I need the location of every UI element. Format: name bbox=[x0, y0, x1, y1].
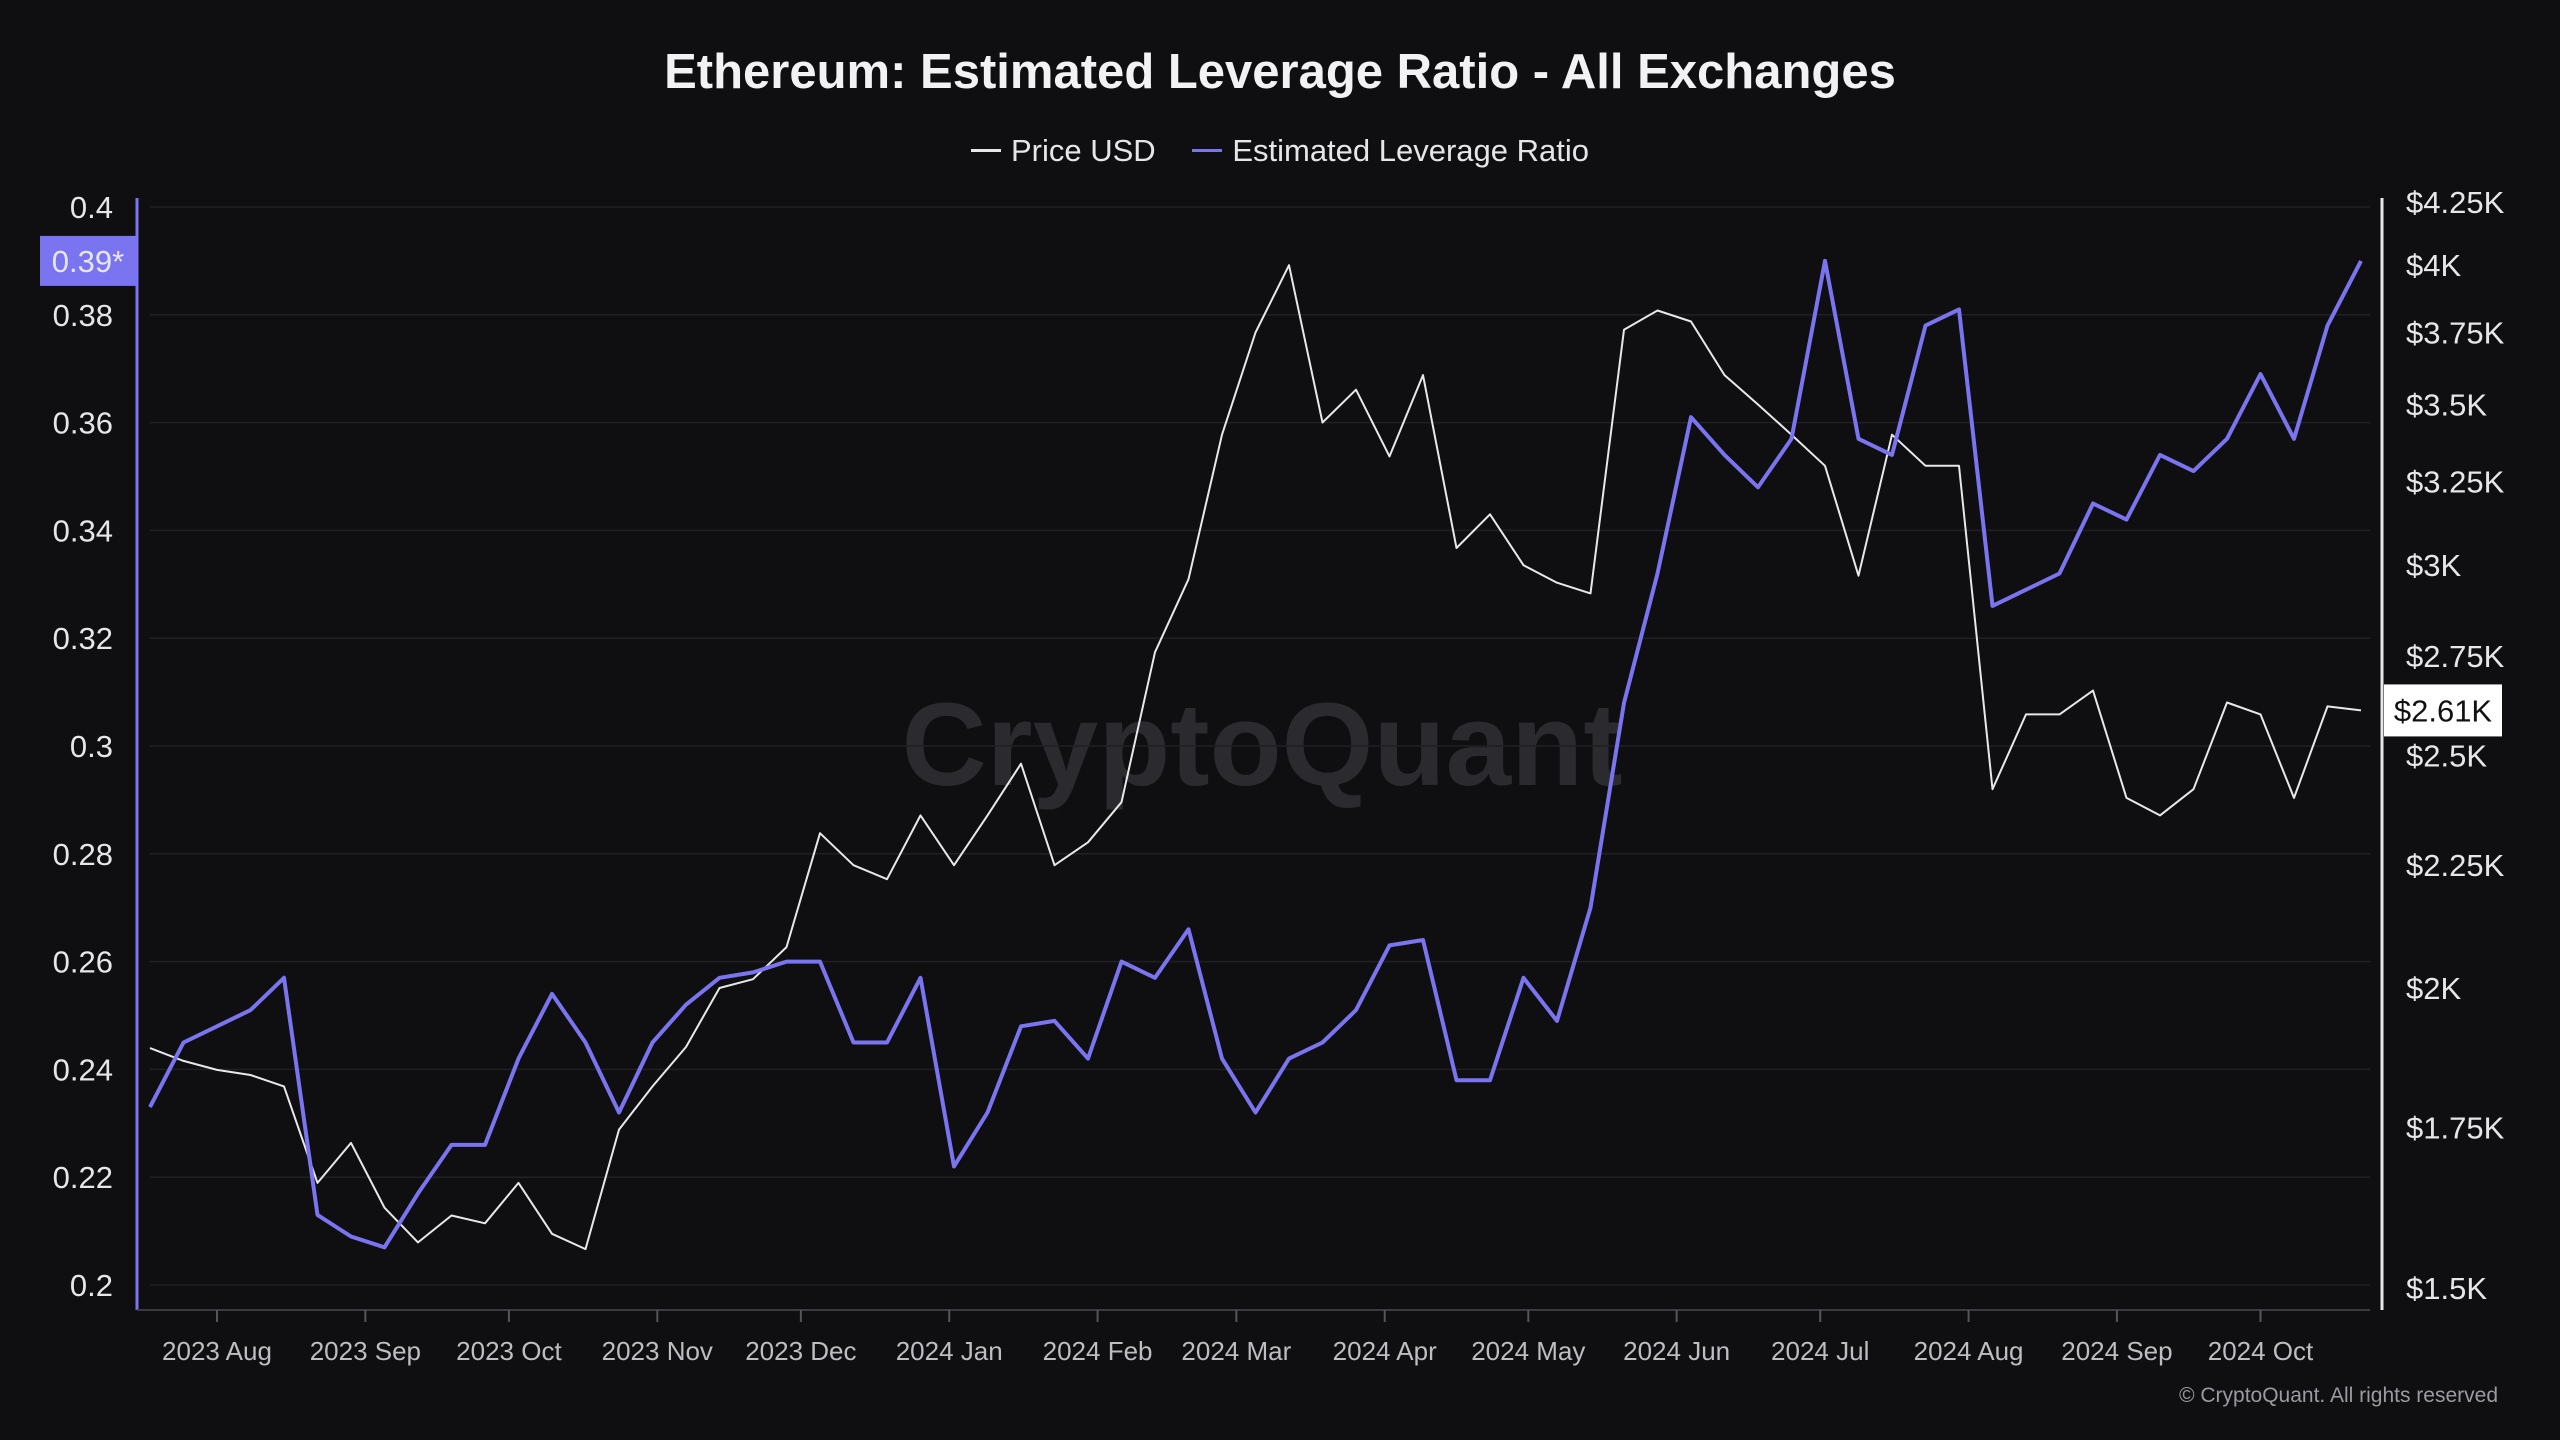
legend-label-price: Price USD bbox=[1010, 132, 1156, 168]
current-leverage-label: 0.39* bbox=[52, 244, 124, 279]
y-left-tick-label: 0.24 bbox=[53, 1052, 113, 1087]
x-tick-label: 2024 May bbox=[1471, 1336, 1585, 1366]
x-tick-label: 2024 Sep bbox=[2061, 1336, 2172, 1366]
y-right-tick-label: $4.25K bbox=[2406, 185, 2505, 220]
y-right-tick-label: $1.75K bbox=[2406, 1110, 2505, 1145]
y-left-tick-label: 0.34 bbox=[53, 513, 113, 548]
legend-swatch-leverage bbox=[1192, 149, 1223, 152]
current-price-badge bbox=[2384, 684, 2502, 737]
x-tick-label: 2024 Aug bbox=[1914, 1336, 2024, 1366]
y-right-tick-label: $1.5K bbox=[2406, 1271, 2487, 1306]
x-tick-label: 2024 Jul bbox=[1771, 1336, 1869, 1366]
legend: Price USD Estimated Leverage Ratio bbox=[0, 124, 2560, 169]
y-left-tick-label: 0.22 bbox=[53, 1160, 113, 1195]
y-left-tick-label: 0.3 bbox=[70, 729, 113, 764]
y-left-tick-label: 0.38 bbox=[53, 298, 113, 333]
x-tick-label: 2023 Sep bbox=[310, 1336, 421, 1366]
y-right-tick-label: $3K bbox=[2406, 548, 2461, 583]
y-right-tick-label: $2.25K bbox=[2406, 848, 2505, 883]
chart-title: Ethereum: Estimated Leverage Ratio - All… bbox=[664, 45, 1896, 99]
y-left-tick-label: 0.32 bbox=[53, 621, 113, 656]
y-left-tick-label: 0.28 bbox=[53, 837, 113, 872]
y-right-tick-label: $3.75K bbox=[2406, 316, 2505, 351]
y-right-tick-label: $3.25K bbox=[2406, 465, 2505, 500]
x-tick-label: 2023 Oct bbox=[456, 1336, 562, 1366]
x-tick-label: 2023 Dec bbox=[745, 1336, 856, 1366]
y-left-tick-label: 0.2 bbox=[70, 1268, 113, 1303]
x-tick-label: 2024 Oct bbox=[2208, 1336, 2314, 1366]
legend-swatch-price bbox=[970, 149, 1001, 152]
y-right-tick-label: $2.75K bbox=[2406, 639, 2505, 674]
x-tick-label: 2024 Apr bbox=[1333, 1336, 1437, 1366]
x-tick-label: 2024 Mar bbox=[1181, 1336, 1291, 1366]
y-right-tick-label: $4K bbox=[2406, 248, 2461, 283]
x-tick-label: 2024 Feb bbox=[1043, 1336, 1153, 1366]
y-right-tick-label: $2.5K bbox=[2406, 738, 2487, 773]
current-leverage-badge bbox=[40, 235, 137, 286]
y-right-tick-label: $2K bbox=[2406, 971, 2461, 1006]
y-left-tick-label: 0.4 bbox=[70, 190, 113, 225]
watermark: CryptoQuant bbox=[901, 679, 1622, 811]
y-left-tick-label: 0.36 bbox=[53, 406, 113, 441]
legend-item-leverage[interactable]: Estimated Leverage Ratio bbox=[1192, 133, 1589, 169]
current-price-label: $2.61K bbox=[2394, 693, 2493, 728]
y-left-tick-label: 0.26 bbox=[53, 945, 113, 980]
legend-label-leverage: Estimated Leverage Ratio bbox=[1232, 132, 1590, 168]
y-right-tick-label: $3.5K bbox=[2406, 387, 2487, 422]
x-tick-label: 2024 Jan bbox=[896, 1336, 1003, 1366]
x-tick-label: 2024 Jun bbox=[1623, 1336, 1730, 1366]
x-tick-label: 2023 Nov bbox=[602, 1336, 713, 1366]
x-tick-label: 2023 Aug bbox=[162, 1336, 272, 1366]
legend-item-price[interactable]: Price USD bbox=[970, 132, 1156, 169]
copyright: © CryptoQuant. All rights reserved bbox=[2179, 1384, 2498, 1407]
